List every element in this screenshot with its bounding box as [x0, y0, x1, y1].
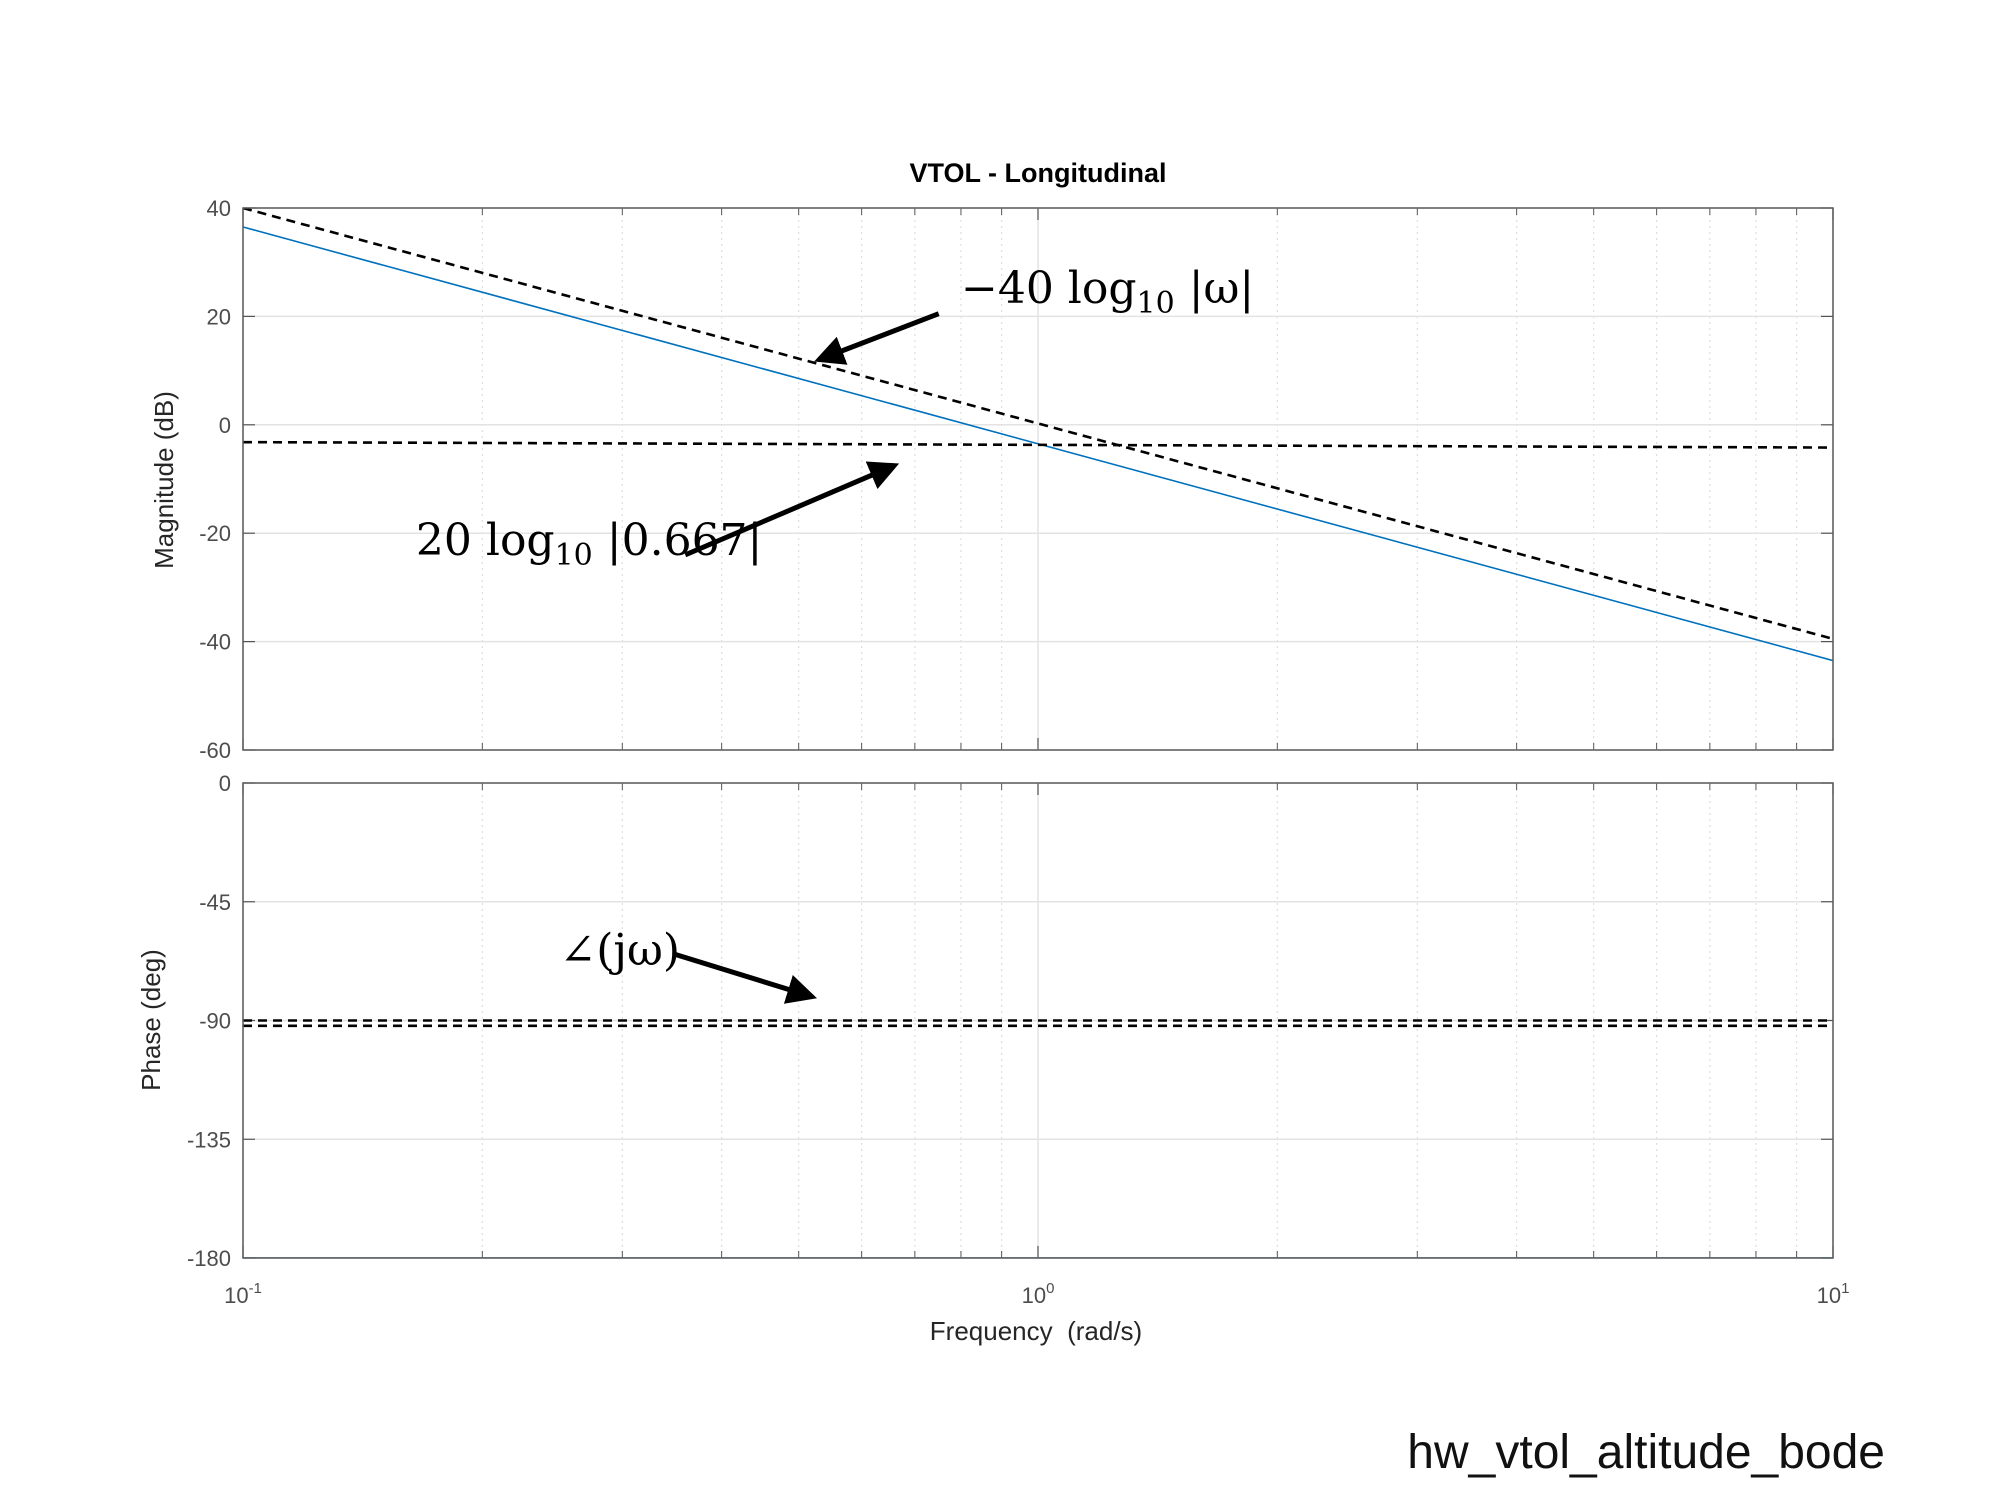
- annotation-arrow: [814, 311, 940, 365]
- x-tick-label: 100: [1022, 1280, 1055, 1308]
- annotations: −40 log10 |ω| 20 log10 |0.667| ∠(jω): [416, 263, 1254, 1004]
- y-tick-label: -180: [187, 1246, 231, 1271]
- chart-title: VTOL - Longitudinal: [910, 158, 1167, 188]
- y-tick-label: -60: [199, 738, 231, 763]
- phase-series-group: [243, 1019, 1833, 1258]
- annotation-label: 20 log10 |0.667|: [416, 515, 763, 573]
- annotation-label: −40 log10 |ω|: [961, 263, 1254, 321]
- x-tick-label: 101: [1817, 1280, 1850, 1308]
- magnitude-panel: 40 20 0 -20 -40 -60: [199, 196, 1834, 763]
- annotation-arrow: [684, 461, 900, 558]
- magnitude-axis-label: Magnitude (dB): [149, 391, 179, 569]
- magnitude-series-line: [243, 440, 1833, 449]
- frequency-axis: 10-1 100 101: [224, 1280, 1849, 1308]
- magnitude-series-line: [243, 208, 1833, 641]
- y-tick-label: 40: [207, 196, 231, 221]
- annotation-label: ∠(jω): [559, 925, 680, 976]
- y-tick-label: 20: [207, 304, 231, 329]
- figure-caption: hw_vtol_altitude_bode: [1407, 1426, 1885, 1479]
- y-tick-label: 0: [219, 771, 231, 796]
- y-tick-label: -20: [199, 521, 231, 546]
- y-tick-label: -90: [199, 1009, 231, 1034]
- phase-panel: 0 -45 -90 -135 -180: [187, 771, 1834, 1271]
- magnitude-axes-frame: [242, 207, 1834, 751]
- phase-axes-frame: [242, 782, 1834, 1259]
- x-tick-label: 10-1: [224, 1280, 262, 1308]
- y-tick-label: -40: [199, 630, 231, 655]
- magnitude-series-group: [243, 208, 1833, 662]
- y-tick-label: -135: [187, 1127, 231, 1152]
- annotation-arrow: [674, 952, 817, 1004]
- phase-axis-label: Phase (deg): [136, 949, 166, 1091]
- y-tick-label: 0: [219, 413, 231, 438]
- y-tick-label: -45: [199, 890, 231, 915]
- x-axis-label: Frequency (rad/s): [930, 1316, 1142, 1346]
